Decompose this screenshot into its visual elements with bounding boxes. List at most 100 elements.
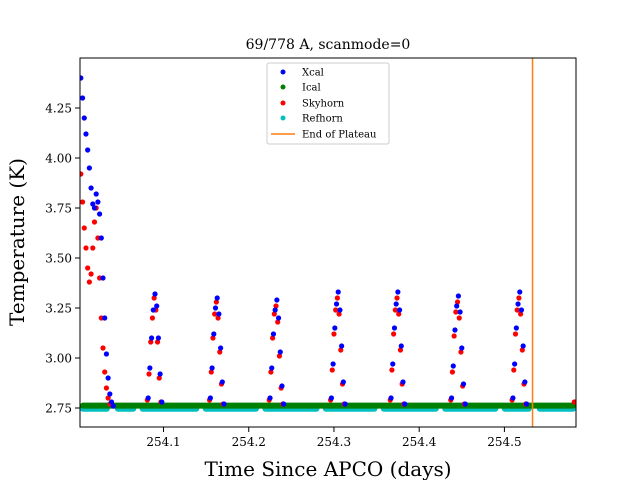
skyhorn-point bbox=[333, 307, 339, 313]
y-tick-label: 2.75 bbox=[45, 402, 72, 416]
skyhorn-point bbox=[148, 339, 154, 345]
xcal-point bbox=[328, 395, 335, 401]
xcal-point bbox=[211, 331, 217, 337]
skyhorn-point bbox=[213, 299, 219, 305]
xcal-point bbox=[159, 399, 165, 405]
xcal-point bbox=[214, 295, 220, 301]
skyhorn-point bbox=[392, 307, 398, 313]
xcal-point bbox=[330, 361, 336, 367]
xcal-point bbox=[339, 343, 345, 349]
xcal-point bbox=[398, 343, 404, 349]
xcal-point bbox=[402, 401, 408, 407]
xcal-point bbox=[97, 211, 103, 217]
x-tick-label: 254.5 bbox=[487, 435, 521, 449]
legend-entry-ical: Ical bbox=[280, 83, 321, 94]
legend-marker-xcal bbox=[280, 69, 286, 75]
skyhorn-point bbox=[105, 395, 111, 401]
xcal-point bbox=[110, 403, 116, 409]
x-tick-label: 254.2 bbox=[232, 435, 266, 449]
data-layer bbox=[80, 58, 576, 427]
skyhorn-point bbox=[149, 315, 156, 321]
skyhorn-point bbox=[102, 369, 108, 375]
xcal-point bbox=[155, 335, 162, 341]
skyhorn-point bbox=[336, 311, 342, 317]
skyhorn-point bbox=[519, 347, 525, 353]
y-tick-label: 3.50 bbox=[45, 252, 72, 266]
y-tick-label: 4.25 bbox=[45, 102, 72, 116]
xcal-point bbox=[510, 395, 516, 401]
xcal-point bbox=[108, 399, 115, 405]
xcal-point bbox=[277, 349, 283, 355]
skyhorn-point bbox=[275, 319, 281, 325]
xcal-point bbox=[335, 289, 341, 295]
xcal-point bbox=[218, 345, 224, 351]
skyhorn-point bbox=[80, 171, 84, 177]
skyhorn-point bbox=[397, 347, 404, 353]
xcal-point bbox=[460, 381, 467, 387]
legend-entry-refhorn: Refhorn bbox=[280, 114, 343, 125]
xcal-point bbox=[157, 371, 163, 377]
skyhorn-point bbox=[273, 303, 279, 309]
xcal-point bbox=[454, 303, 460, 309]
legend: Xcal Ical Skyhorn Refhorn End of Plateau bbox=[266, 62, 390, 145]
xcal-point bbox=[267, 395, 273, 401]
skyhorn-point bbox=[212, 311, 218, 317]
x-axis-label: Time Since APCO (days) bbox=[204, 457, 451, 480]
legend-marker-skyhorn bbox=[280, 100, 286, 106]
xcal-point bbox=[274, 297, 280, 303]
xcal-point bbox=[88, 185, 94, 191]
x-tick-label: 254.4 bbox=[402, 435, 437, 449]
xcal-point bbox=[513, 325, 519, 331]
xcal-point bbox=[91, 205, 98, 211]
xcal-point bbox=[216, 311, 222, 317]
xcal-point bbox=[103, 351, 110, 357]
y-axis-label: Temperature (K) bbox=[5, 158, 29, 326]
legend-box bbox=[266, 62, 390, 145]
xcal-point bbox=[154, 303, 160, 309]
skyhorn-point bbox=[100, 345, 106, 351]
xcal-point bbox=[450, 363, 456, 369]
legend-label-skyhorn: Skyhorn bbox=[302, 99, 345, 110]
y-tick-label: 3.25 bbox=[45, 302, 72, 316]
skyhorn-point bbox=[88, 271, 94, 277]
xcal-point bbox=[209, 365, 215, 371]
xcal-point bbox=[340, 379, 346, 385]
skyhorn-point bbox=[396, 311, 402, 317]
xcal-point bbox=[152, 291, 158, 297]
skyhorn-point bbox=[86, 279, 92, 285]
skyhorn-point bbox=[217, 349, 223, 355]
xcal-point bbox=[95, 199, 101, 205]
skyhorn-point bbox=[276, 353, 283, 359]
xcal-point bbox=[393, 301, 399, 307]
xcal-point bbox=[337, 307, 343, 313]
xcal-point bbox=[81, 115, 87, 121]
ical-band bbox=[80, 402, 576, 409]
skyhorn-point bbox=[81, 225, 87, 231]
xcal-point bbox=[269, 365, 275, 371]
xcal-point bbox=[522, 379, 528, 385]
xcal-point bbox=[390, 361, 396, 367]
xcal-point bbox=[517, 289, 523, 295]
skyhorn-point bbox=[331, 331, 337, 337]
skyhorn-point bbox=[512, 331, 519, 337]
skyhorn-point bbox=[103, 385, 110, 391]
y-tick-label: 3.00 bbox=[45, 352, 72, 366]
skyhorn-point bbox=[571, 399, 576, 405]
skyhorn-point bbox=[511, 367, 517, 373]
xcal-point bbox=[459, 345, 465, 351]
xcal-point bbox=[270, 331, 277, 337]
skyhorn-point bbox=[329, 367, 335, 373]
skyhorn-point bbox=[391, 331, 397, 337]
skyhorn-point bbox=[151, 295, 157, 301]
skyhorn-point bbox=[389, 367, 395, 373]
x-tick-label: 254.1 bbox=[146, 435, 180, 449]
skyhorn-point bbox=[454, 299, 461, 305]
xcal-point bbox=[272, 307, 278, 313]
xcal-point bbox=[83, 131, 89, 137]
xcal-point bbox=[105, 375, 111, 381]
xcal-point bbox=[147, 365, 153, 371]
skyhorn-point bbox=[516, 295, 522, 301]
xcal-point bbox=[457, 309, 463, 315]
skyhorn-point bbox=[83, 245, 89, 251]
axes-layer: 254.1 254.2 254.3 254.4 254.5 2.75 3.00 3.25 3.5… bbox=[45, 102, 521, 450]
